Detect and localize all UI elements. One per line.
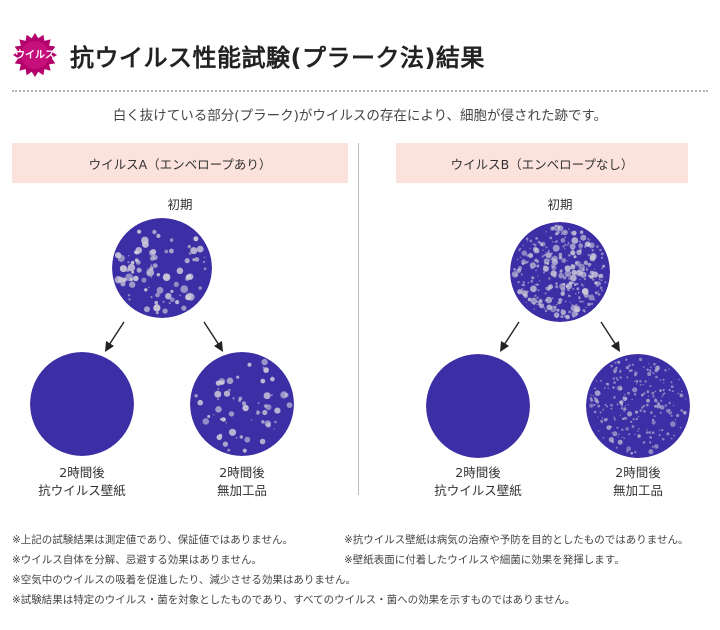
panel-a-untreated-time: 2時間後 <box>219 465 265 480</box>
panel-b-antiviral-dish <box>426 354 530 458</box>
virus-badge-icon: ウイルス <box>12 32 58 78</box>
panel-a-label: ウイルスA（エンベロープあり） <box>12 143 348 183</box>
page-subtitle: 白く抜けている部分(プラーク)がウイルスの存在により、細胞が侵された跡です。 <box>112 108 608 124</box>
footnote-measured-values: ※上記の試験結果は測定値であり、保証値ではありません。 <box>12 534 293 546</box>
panel-a-antiviral-dish <box>30 352 134 456</box>
panel-a-untreated-dish <box>190 352 294 456</box>
footnote-row: ※上記の試験結果は測定値であり、保証値ではありません。 ※抗ウイルス壁紙は病気の… <box>12 530 712 550</box>
footnote-not-medical: ※抗ウイルス壁紙は病気の治療や予防を目的としたものではありません。 <box>344 534 689 546</box>
dotted-divider <box>12 90 708 92</box>
page-header: ウイルス 抗ウイルス性能試験(プラーク法)結果 <box>12 30 485 80</box>
panel-a-initial-dish <box>112 218 212 318</box>
badge-label: ウイルス <box>15 50 55 61</box>
page-title: 抗ウイルス性能試験(プラーク法)結果 <box>70 43 485 72</box>
footnote-airborne: ※空気中のウイルスの吸着を促進したり、減少させる効果はありません。 <box>12 574 357 586</box>
panel-a-antiviral-caption: 2時間後 抗ウイルス壁紙 <box>22 464 142 500</box>
panel-a-antiviral-name: 抗ウイルス壁紙 <box>38 483 126 498</box>
footnote-row: ※空気中のウイルスの吸着を促進したり、減少させる効果はありません。 <box>12 570 712 590</box>
footnotes: ※上記の試験結果は測定値であり、保証値ではありません。 ※抗ウイルス壁紙は病気の… <box>12 530 712 610</box>
footnote-surface-effect: ※壁紙表面に付着したウイルスや細菌に効果を発揮します。 <box>344 554 625 566</box>
panel-a-antiviral-time: 2時間後 <box>59 465 105 480</box>
panel-b-arrow-left-icon <box>500 321 520 352</box>
panel-b-antiviral-time: 2時間後 <box>455 465 501 480</box>
panel-b-untreated-time: 2時間後 <box>615 465 661 480</box>
panel-b-label: ウイルスB（エンベロープなし） <box>396 143 688 183</box>
panel-b-arrow-right-icon <box>600 321 620 352</box>
panel-divider <box>358 143 359 495</box>
footnote-row: ※ウイルス自体を分解、忌避する効果はありません。 ※壁紙表面に付着したウイルスや… <box>12 550 712 570</box>
footnote-row: ※試験結果は特定のウイルス・菌を対象としたものであり、すべてのウイルス・菌への効… <box>12 590 712 610</box>
panel-b-initial-dish <box>510 222 610 322</box>
footnote-no-decomposition: ※ウイルス自体を分解、忌避する効果はありません。 <box>12 554 262 566</box>
panel-a-arrow-left-icon <box>105 321 125 352</box>
panel-b-untreated-caption: 2時間後 無加工品 <box>578 464 698 500</box>
panel-b-initial-label: 初期 <box>547 197 573 212</box>
panel-a-arrow-right-icon <box>203 321 223 352</box>
panel-a-initial-label: 初期 <box>167 197 193 212</box>
panel-b-antiviral-name: 抗ウイルス壁紙 <box>434 483 522 498</box>
panel-b-untreated-name: 無加工品 <box>612 483 663 498</box>
panel-a-untreated-name: 無加工品 <box>216 483 267 498</box>
panel-a-untreated-caption: 2時間後 無加工品 <box>182 464 302 500</box>
footnote-specific-target: ※試験結果は特定のウイルス・菌を対象としたものであり、すべてのウイルス・菌への効… <box>12 594 576 606</box>
panel-b-antiviral-caption: 2時間後 抗ウイルス壁紙 <box>418 464 538 500</box>
panel-b-untreated-dish <box>586 354 690 458</box>
